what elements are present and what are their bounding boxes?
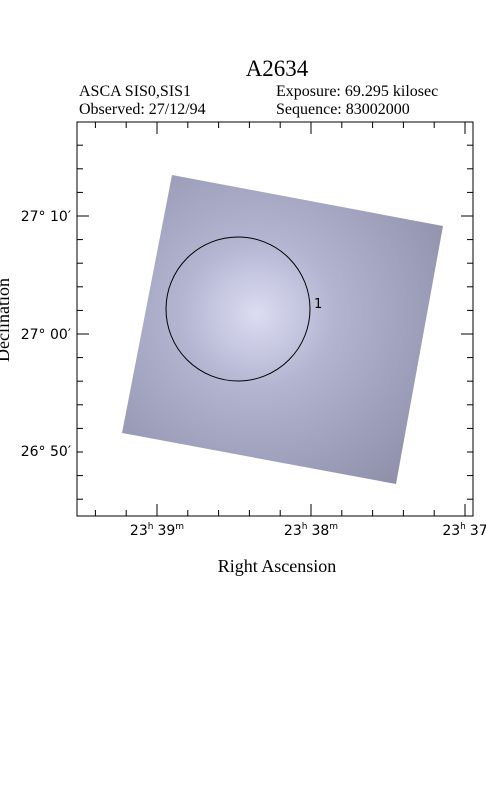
tick-part: m bbox=[175, 522, 184, 532]
observed: Observed: 27/12/94 bbox=[79, 101, 206, 118]
y-tick-label: 27° 10′ bbox=[21, 209, 71, 225]
tick-part: 39 bbox=[157, 523, 175, 539]
region-circle bbox=[165, 236, 311, 382]
x-tick-label: 23h 39m bbox=[130, 522, 184, 539]
tick-part: 23 bbox=[130, 523, 148, 539]
y-tick-label: 26° 50′ bbox=[21, 444, 71, 460]
tick-part: 38 bbox=[311, 523, 329, 539]
tick-part: m bbox=[329, 522, 338, 532]
tick-part: h bbox=[302, 522, 308, 532]
frame-ticks bbox=[77, 122, 473, 516]
sequence: Sequence: 83002000 bbox=[276, 101, 410, 118]
x-tick-label: 23h 37 bbox=[442, 522, 486, 539]
plot-frame bbox=[76, 121, 474, 517]
instrument: ASCA SIS0,SIS1 bbox=[79, 83, 191, 100]
tick-part: h bbox=[460, 522, 466, 532]
tick-part: 37 bbox=[470, 523, 486, 539]
tick-part: h bbox=[148, 522, 154, 532]
x-tick-label: 23h 38m bbox=[284, 522, 338, 539]
y-tick-label: 27° 00′ bbox=[21, 327, 71, 343]
y-axis-label: Declination bbox=[0, 278, 13, 362]
x-axis-label: Right Ascension bbox=[218, 556, 337, 576]
exposure: Exposure: 69.295 kilosec bbox=[276, 83, 438, 100]
tick-part: 23 bbox=[284, 523, 302, 539]
region-label: 1 bbox=[314, 297, 322, 312]
tick-part: 23 bbox=[442, 523, 460, 539]
title: A2634 bbox=[246, 56, 309, 81]
sky-image bbox=[122, 175, 443, 484]
